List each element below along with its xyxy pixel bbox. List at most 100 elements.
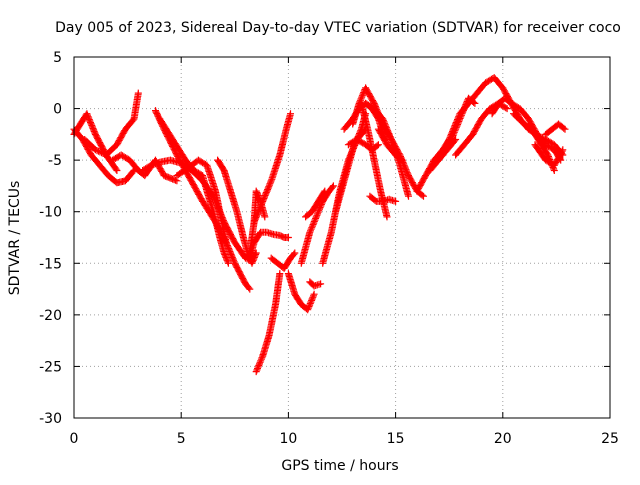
series-arc-36 xyxy=(525,120,558,174)
data-point xyxy=(245,284,253,292)
data-point xyxy=(87,120,95,128)
data-point xyxy=(308,222,316,230)
data-point xyxy=(383,213,391,221)
data-point xyxy=(545,154,553,162)
data-point xyxy=(550,167,558,174)
series-arc-3 xyxy=(81,89,142,159)
ticks-layer: 0 5 10 15 20 25 5 0 -5 -10 -15 -20 -25 -30 xyxy=(39,50,619,447)
data-point xyxy=(558,147,566,155)
data-point xyxy=(540,135,548,143)
data-point xyxy=(262,189,270,197)
data-point xyxy=(446,139,454,147)
data-point xyxy=(85,114,93,122)
data-point xyxy=(457,111,465,119)
series-arc-26 xyxy=(366,192,400,205)
data-point xyxy=(317,280,325,288)
data-point xyxy=(252,368,260,376)
data-point xyxy=(450,128,458,136)
data-point xyxy=(358,93,366,101)
y-tick-label: -30 xyxy=(39,411,62,427)
data-point xyxy=(503,105,511,113)
series-arc-8 xyxy=(173,156,230,247)
data-point xyxy=(254,365,261,372)
series-arc-31 xyxy=(445,94,479,149)
series-arc-17 xyxy=(297,182,337,267)
data-point xyxy=(320,188,328,196)
data-point xyxy=(448,133,456,141)
data-point xyxy=(310,218,318,225)
data-point xyxy=(328,183,336,191)
data-point xyxy=(304,304,312,312)
data-point xyxy=(397,155,405,163)
data-point xyxy=(561,125,569,133)
data-point xyxy=(291,249,299,257)
data-point xyxy=(96,148,104,156)
x-tick-label: 15 xyxy=(387,431,405,447)
data-point xyxy=(544,151,552,159)
data-point xyxy=(405,192,412,200)
data-point xyxy=(418,191,426,199)
data-point xyxy=(306,301,314,309)
x-tick-label: 0 xyxy=(70,431,79,447)
data-point xyxy=(129,168,137,176)
data-point xyxy=(420,192,427,200)
data-point xyxy=(374,141,382,149)
data-point xyxy=(452,125,460,133)
data-point xyxy=(447,136,455,144)
series-arc-16 xyxy=(306,278,325,290)
x-tick-label: 5 xyxy=(177,431,186,447)
data-point xyxy=(461,104,469,111)
series-arc-18 xyxy=(302,187,329,221)
y-tick-label: -10 xyxy=(39,205,62,221)
data-point xyxy=(261,213,269,221)
data-point xyxy=(98,149,106,157)
data-point xyxy=(384,128,392,136)
series-arc-9 xyxy=(214,156,260,267)
data-point xyxy=(113,167,121,174)
data-point xyxy=(246,285,254,293)
series-arc-27 xyxy=(374,125,406,164)
data-point xyxy=(91,146,99,154)
y-tick-label: -20 xyxy=(39,308,62,324)
data-point xyxy=(547,159,555,167)
data-point xyxy=(455,118,463,125)
data-point xyxy=(329,182,337,190)
data-point xyxy=(356,96,364,104)
data-point xyxy=(222,239,230,247)
data-point xyxy=(321,187,329,195)
data-point xyxy=(93,147,101,155)
series-arc-13 xyxy=(252,270,284,376)
data-point xyxy=(392,197,400,205)
data-point xyxy=(456,114,464,122)
data-point xyxy=(90,127,98,135)
data-point xyxy=(255,361,263,369)
y-tick-label: -5 xyxy=(48,153,62,169)
x-tick-label: 10 xyxy=(279,431,297,447)
data-point xyxy=(502,104,510,112)
series-arc-14 xyxy=(267,249,299,272)
y-tick-label: -25 xyxy=(39,359,62,375)
series-arc-2 xyxy=(70,110,121,174)
data-point xyxy=(398,156,406,164)
y-tick-label: 0 xyxy=(53,102,62,118)
data-point xyxy=(112,165,120,173)
data-point xyxy=(313,211,321,219)
y-tick-label: 5 xyxy=(53,50,62,66)
data-point xyxy=(373,142,381,150)
data-point xyxy=(471,99,479,107)
data-point xyxy=(462,100,470,108)
series-arc-12 xyxy=(250,110,294,226)
data-point xyxy=(307,298,315,306)
data-point xyxy=(546,156,554,164)
data-point xyxy=(258,354,266,362)
data-point xyxy=(470,98,478,106)
data-point xyxy=(95,147,102,155)
data-point xyxy=(284,234,292,241)
x-axis-title: GPS time / hours xyxy=(281,458,398,474)
data-point xyxy=(550,165,558,173)
data-point xyxy=(223,256,231,264)
x-tick-label: 25 xyxy=(601,431,619,447)
y-tick-label: -15 xyxy=(39,256,62,272)
